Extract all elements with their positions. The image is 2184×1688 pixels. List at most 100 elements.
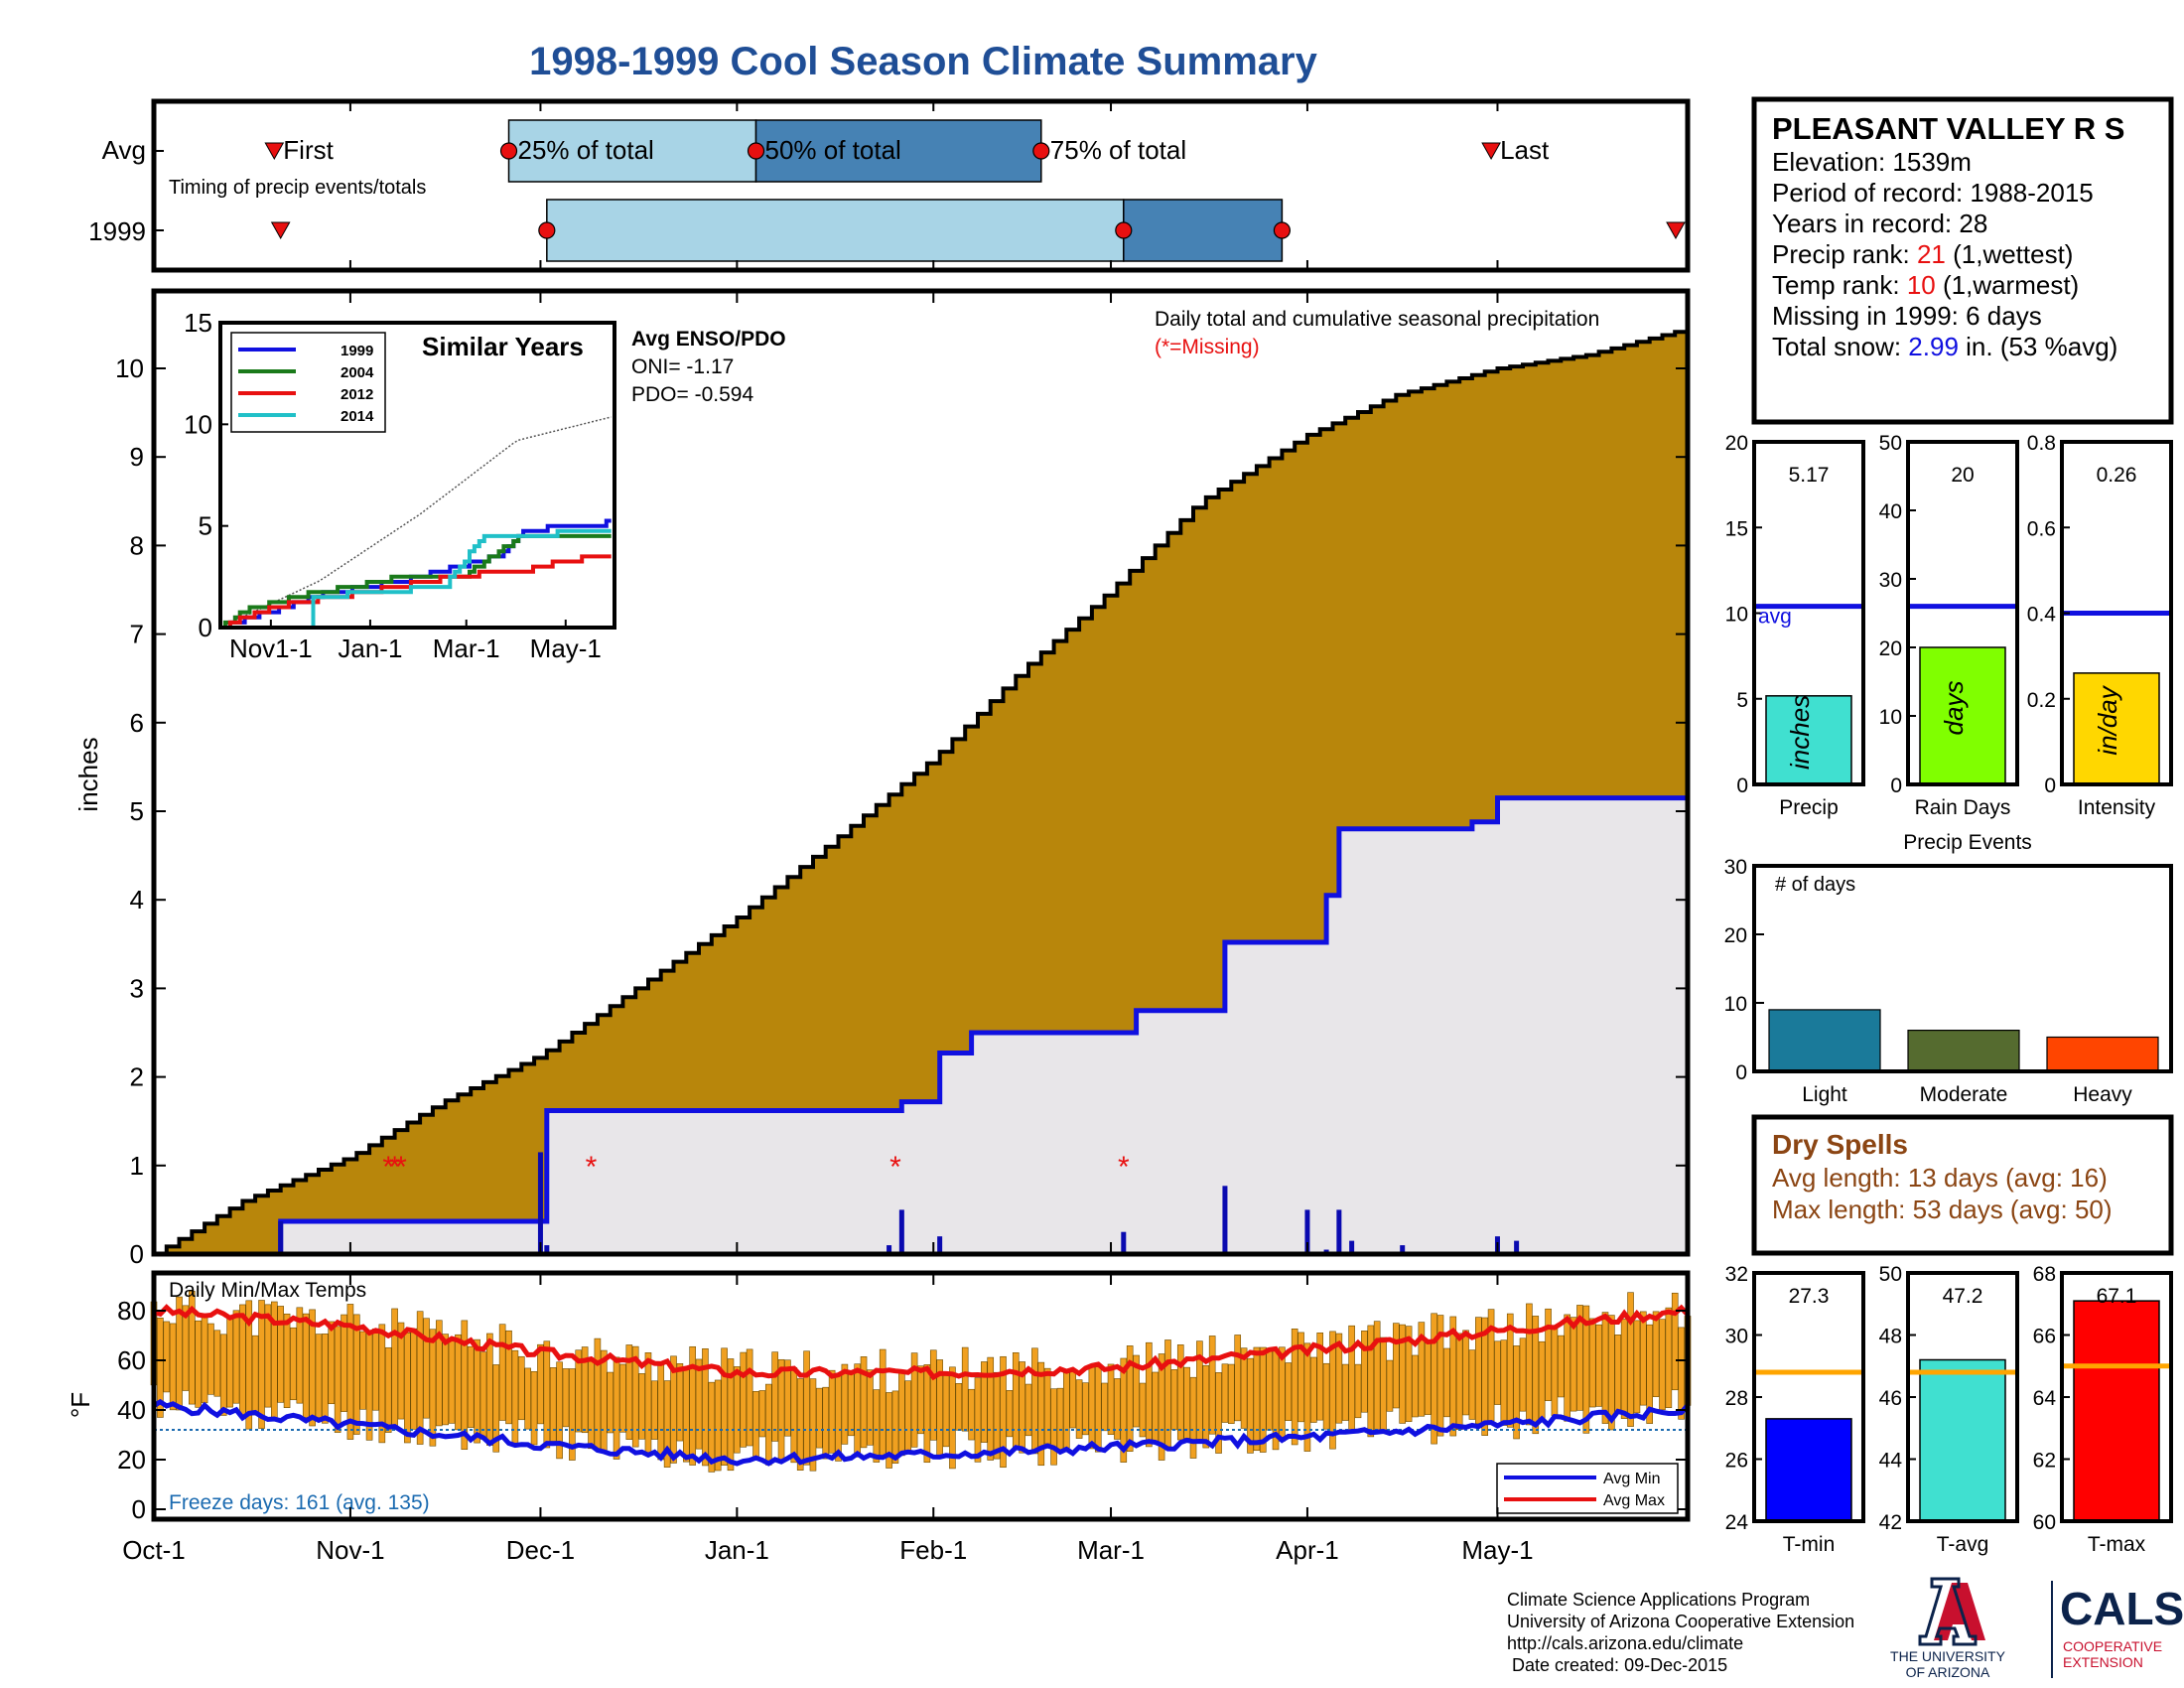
daily-temp-bar [423, 1318, 430, 1419]
daily-temp-bar [341, 1314, 347, 1412]
daily-temp-bar [1006, 1390, 1014, 1438]
daily-temp-bar [1031, 1347, 1038, 1455]
rain_days-tick-label: 20 [1879, 637, 1902, 660]
station-info-frame [1751, 96, 2174, 425]
precip-y-tick-label: 4 [130, 885, 144, 914]
daily-temp-bar [1393, 1323, 1400, 1409]
daily-temp-bar [372, 1328, 379, 1411]
month-axis: Oct-1 Nov-1 Dec-1 Jan-1 Feb-1 Mar-1 Apr-1 May-1 [122, 101, 1534, 1565]
daily-temp-bar [404, 1332, 411, 1444]
cals-logo: CALS COOPERATIVE EXTENSION [2060, 1583, 2184, 1670]
daily-temp-bar [207, 1323, 214, 1395]
daily-temp-bar [245, 1300, 253, 1430]
missing-day-marker: * [1118, 1151, 1130, 1184]
daily-temp-bar [517, 1355, 525, 1421]
daily-temp-bar [182, 1305, 190, 1391]
precip-y-tick-label: 3 [130, 973, 144, 1003]
daily-temp-bar [1322, 1362, 1330, 1430]
daily-temp-bar [1361, 1331, 1368, 1413]
daily-temp-bar [879, 1348, 887, 1457]
daily-temp-bar [258, 1300, 265, 1429]
daily-temp-bar [226, 1316, 233, 1408]
daily-temp-bar [1279, 1346, 1286, 1442]
intensity-label: Intensity [2078, 796, 2156, 819]
tmin-value-label: 27.3 [1789, 1285, 1830, 1308]
tavg-tick-label: 48 [1879, 1326, 1902, 1348]
daily-temp-bar [1259, 1346, 1267, 1453]
daily-temp-bar [498, 1324, 506, 1421]
daily-temp-bar [993, 1371, 1001, 1460]
precip-summary-bars: 5.17 Precip inches 0 5 10 15 20 avg 20 Rain Days da… [1725, 432, 2173, 819]
daily-temp-bar [689, 1345, 696, 1466]
daily-temp-bar [1024, 1383, 1032, 1437]
daily-temp-bar [378, 1324, 386, 1444]
daily-temp-bar [1462, 1330, 1469, 1416]
footer-university: University of Arizona Cooperative Extens… [1507, 1612, 1854, 1631]
daily-temp-bar [1659, 1319, 1666, 1411]
daily-temp-bar [296, 1307, 304, 1404]
daily-temp-bar [898, 1371, 905, 1457]
precip-y-label: inches [73, 737, 103, 811]
temp-legend-min-label: Avg Min [1603, 1471, 1661, 1487]
daily-temp-bar [816, 1387, 823, 1449]
daily-temp-bar [854, 1363, 861, 1458]
station-name: PLEASANT VALLEY R S [1772, 111, 2124, 146]
daily-temp-bar [929, 1349, 937, 1441]
missing-day-marker: * [889, 1151, 901, 1184]
daily-temp-bar [213, 1330, 221, 1397]
total-snow-value: 2.99 [1908, 332, 1959, 361]
temp-chart-marks: 0 20 40 60 80 [117, 1290, 1692, 1524]
daily-temp-bar [758, 1390, 766, 1438]
daily-temp-bar [1354, 1363, 1362, 1419]
temp-legend-box [1496, 1463, 1679, 1514]
daily-temp-bar [537, 1343, 544, 1425]
precip-tick-label: 20 [1725, 432, 1748, 455]
events-title: Precip Events [1903, 831, 2032, 854]
rain_days-tick-label: 50 [1879, 432, 1902, 455]
daily-temp-bar [448, 1339, 456, 1424]
precip-y-tick-label: 9 [130, 442, 144, 472]
timing-panel: Avg 1999 Timing of precip events/totals … [88, 98, 1691, 273]
intensity-unit-label: in/day [2093, 684, 2122, 755]
temp-y-tick-label: 80 [117, 1296, 146, 1326]
daily-temp-bar [1056, 1387, 1064, 1453]
daily-temp-bar [974, 1377, 982, 1463]
station-period: Period of record: 1988-2015 [1772, 178, 2094, 208]
intensity-tick-label: 0.8 [2027, 432, 2056, 455]
legend-label-1999: 1999 [341, 343, 373, 359]
daily-temp-bar [429, 1329, 437, 1447]
daily-temp-bar [486, 1333, 493, 1446]
daily-temp-bar [891, 1390, 899, 1464]
daily-temp-bar [828, 1369, 836, 1454]
daily-temp-bar [575, 1349, 583, 1433]
daily-temp-bar [1601, 1312, 1609, 1424]
precip-caption: Daily total and cumulative seasonal prec… [1155, 308, 1599, 331]
daily-temp-bar [410, 1328, 418, 1430]
dry-spells-max: Max length: 53 days (avg: 50) [1772, 1195, 2113, 1224]
precip-y-tick-label: 5 [130, 796, 144, 826]
footer-program: Climate Science Applications Program [1507, 1590, 1810, 1610]
daily-precip-bar [278, 1220, 284, 1254]
daily-temp-bar [1050, 1388, 1057, 1466]
ua-logo-red-a [1934, 1583, 1985, 1640]
month-tick-label: Apr-1 [1276, 1535, 1339, 1565]
daily-temp-bar [435, 1320, 443, 1427]
daily-temp-bar [867, 1369, 874, 1446]
dry-spells-avg: Avg length: 13 days (avg: 16) [1772, 1163, 2108, 1193]
legend-label-2014: 2014 [341, 408, 374, 425]
rain_days-unit-label: days [1939, 681, 1969, 736]
daily-temp-bar [352, 1314, 360, 1435]
daily-temp-bar [1678, 1327, 1685, 1420]
daily-temp-bar [1146, 1341, 1153, 1448]
precip-y-tick-label: 2 [130, 1062, 144, 1092]
tavg-tick-label: 42 [1879, 1511, 1902, 1534]
month-tick-label: Feb-1 [899, 1535, 967, 1565]
daily-temp-bar [1088, 1366, 1096, 1450]
daily-temp-bar [384, 1346, 392, 1433]
timing-row-1999-label: 1999 [88, 216, 146, 246]
precip-y-tick-label: 10 [115, 353, 144, 383]
temp-y-label: °F [66, 1392, 95, 1418]
tavg-bar [1919, 1358, 2006, 1522]
daily-temp-bar [841, 1363, 849, 1445]
daily-temp-bar [232, 1310, 240, 1404]
